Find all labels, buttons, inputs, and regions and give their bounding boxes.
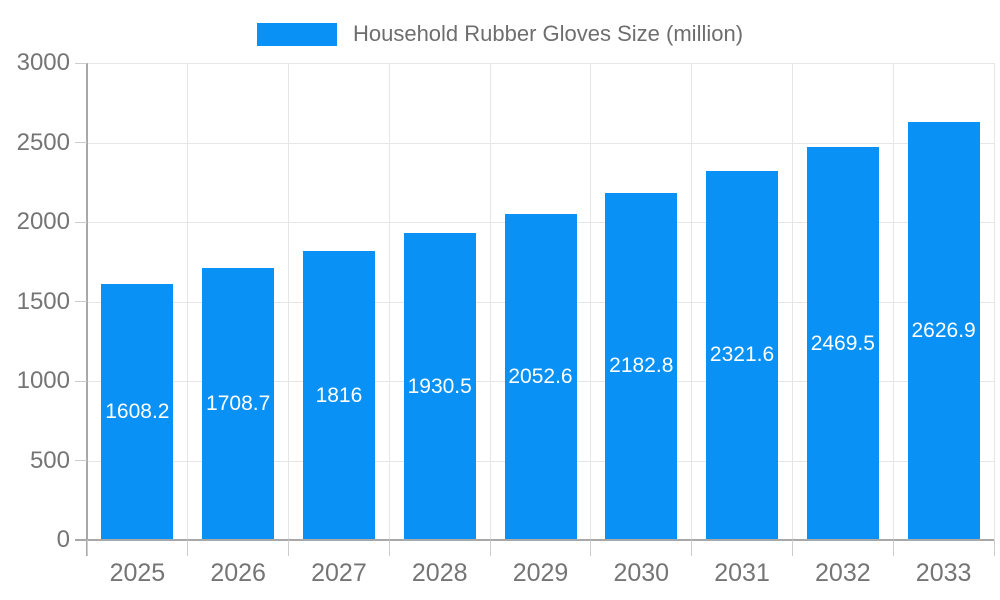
x-axis-tick (388, 540, 390, 556)
x-axis-tick (691, 540, 693, 556)
x-axis-label: 2031 (714, 559, 770, 587)
gridline-vertical (187, 63, 189, 540)
y-axis-label: 3000 (16, 49, 70, 76)
bar[interactable]: 2052.6 (504, 213, 577, 540)
y-axis-label: 2000 (16, 208, 70, 235)
bar[interactable]: 2182.8 (605, 192, 678, 540)
y-axis-line (86, 63, 88, 556)
gridline-vertical (590, 63, 592, 540)
bar-value-label: 2469.5 (810, 331, 875, 355)
gridline-vertical (892, 63, 894, 540)
x-axis-label: 2032 (815, 559, 871, 587)
y-axis-label: 0 (56, 526, 70, 553)
x-axis-label: 2033 (915, 559, 972, 587)
x-axis-label: 2025 (109, 559, 166, 587)
bar[interactable]: 2626.9 (907, 122, 980, 540)
bar-value-label: 1930.5 (407, 374, 472, 398)
bar[interactable]: 1930.5 (403, 233, 476, 540)
x-axis-line (75, 539, 994, 541)
bar-value-label: 2182.8 (609, 354, 674, 378)
gridline-vertical (791, 63, 793, 540)
y-axis-tick (75, 301, 87, 302)
x-axis-tick (489, 540, 491, 556)
gridline-vertical (388, 63, 390, 540)
bar[interactable]: 1708.7 (202, 268, 275, 540)
x-axis-tick (791, 540, 793, 556)
bar-value-label: 2626.9 (911, 319, 976, 343)
bar-value-label: 2321.6 (709, 343, 775, 367)
y-axis-label: 2500 (16, 128, 70, 156)
bar-value-label: 1708.7 (206, 392, 271, 416)
y-axis-label: 1000 (16, 367, 70, 394)
gridline-vertical (288, 63, 290, 540)
gridline-vertical (993, 63, 995, 540)
x-axis-tick (288, 540, 290, 556)
x-axis-tick (86, 540, 88, 556)
bar-value-label: 2052.6 (508, 364, 573, 388)
x-axis-tick (187, 540, 189, 556)
gridline-horizontal (87, 142, 994, 144)
bar-value-label: 1816 (315, 383, 363, 407)
x-axis-tick (993, 540, 995, 556)
gridline-vertical (691, 63, 693, 540)
legend-label: Household Rubber Gloves Size (million) (352, 21, 744, 46)
plot-area: 1608.2 1708.7 1816 1930.5 2052.6 2182.8 2321.6… (87, 63, 995, 540)
legend-swatch-icon (256, 22, 337, 46)
bar-value-label: 1608.2 (105, 400, 170, 424)
y-axis-tick (75, 380, 87, 382)
gridline-horizontal (87, 63, 994, 64)
y-axis-label: 500 (29, 446, 70, 474)
y-axis-tick (75, 221, 87, 223)
y-axis-tick (75, 62, 87, 64)
bar[interactable]: 1608.2 (101, 284, 174, 540)
y-axis-tick (75, 460, 87, 461)
x-axis-tick (892, 540, 894, 556)
x-axis-label: 2026 (210, 559, 266, 587)
x-axis-label: 2030 (613, 559, 670, 587)
bar[interactable]: 1816 (302, 251, 375, 540)
x-axis-label: 2028 (411, 559, 468, 587)
bar[interactable]: 2321.6 (706, 170, 779, 540)
gridline-vertical (489, 63, 491, 540)
x-axis-label: 2029 (512, 559, 569, 587)
x-axis-label: 2027 (311, 559, 367, 587)
legend[interactable]: Household Rubber Gloves Size (million) (0, 21, 1000, 47)
y-axis-tick (75, 142, 87, 143)
y-axis-label: 1500 (16, 287, 70, 315)
x-axis-tick (590, 540, 592, 556)
bar[interactable]: 2469.5 (806, 147, 879, 540)
